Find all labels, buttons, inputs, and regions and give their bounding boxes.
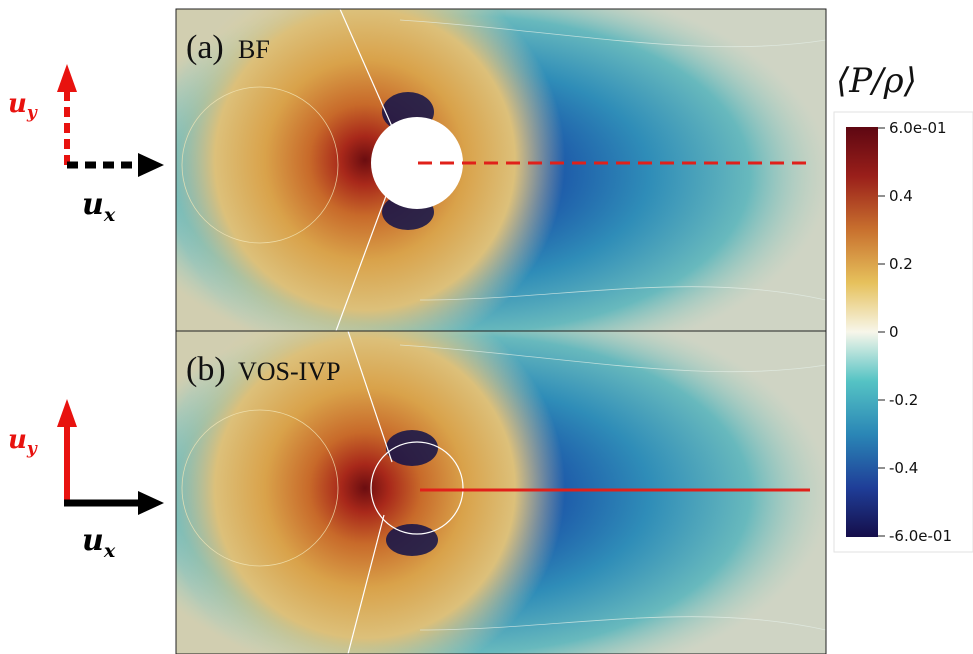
- colorbar: ⟨P/ρ⟩ 6.0e-01 0.4 0.2 0 -0.2 -0.4 -6.0e-01: [833, 61, 973, 553]
- cylinder-b: [370, 441, 464, 535]
- panel-a-name: BF: [238, 35, 270, 64]
- ux-label-bottom: u: [82, 523, 104, 558]
- uy-sub-top: y: [26, 103, 38, 123]
- ux-label-top: u: [82, 187, 104, 222]
- colorbar-tick-label: 0.4: [889, 187, 913, 205]
- panel-b: [176, 331, 826, 654]
- colorbar-title: ⟨P/ρ⟩: [836, 61, 917, 101]
- svg-text:ux: ux: [82, 523, 116, 562]
- colorbar-gradient: [846, 127, 878, 537]
- svg-text:uy: uy: [8, 89, 38, 123]
- ux-sub-top: x: [103, 204, 116, 226]
- panel-a: [176, 9, 826, 331]
- svg-text:uy: uy: [8, 425, 38, 459]
- svg-text:ux: ux: [82, 187, 116, 226]
- colorbar-tick-label: 0.2: [889, 255, 913, 273]
- colorbar-tick-label: -0.4: [889, 459, 918, 477]
- cylinder-a: [371, 117, 463, 209]
- colorbar-tick-label: 6.0e-01: [889, 119, 947, 137]
- colorbar-tick-label: 0: [889, 323, 899, 341]
- arrow-head-right-icon: [138, 153, 164, 177]
- arrow-head-right-icon: [138, 491, 164, 515]
- vectors-top: uy ux: [8, 64, 164, 226]
- colorbar-tick-label: -6.0e-01: [889, 527, 952, 545]
- uy-label-top: u: [8, 89, 27, 119]
- panel-b-letter: (b): [186, 351, 226, 388]
- colorbar-tick-label: -0.2: [889, 391, 918, 409]
- arrow-head-up-icon: [57, 64, 77, 92]
- panel-b-name: VOS-IVP: [238, 357, 341, 386]
- ux-sub-bottom: x: [103, 540, 116, 562]
- panel-a-letter: (a): [186, 29, 224, 66]
- vectors-bottom: uy ux: [8, 399, 164, 562]
- uy-sub-bottom: y: [26, 439, 38, 459]
- arrow-head-up-icon: [57, 399, 77, 427]
- uy-label-bottom: u: [8, 425, 27, 455]
